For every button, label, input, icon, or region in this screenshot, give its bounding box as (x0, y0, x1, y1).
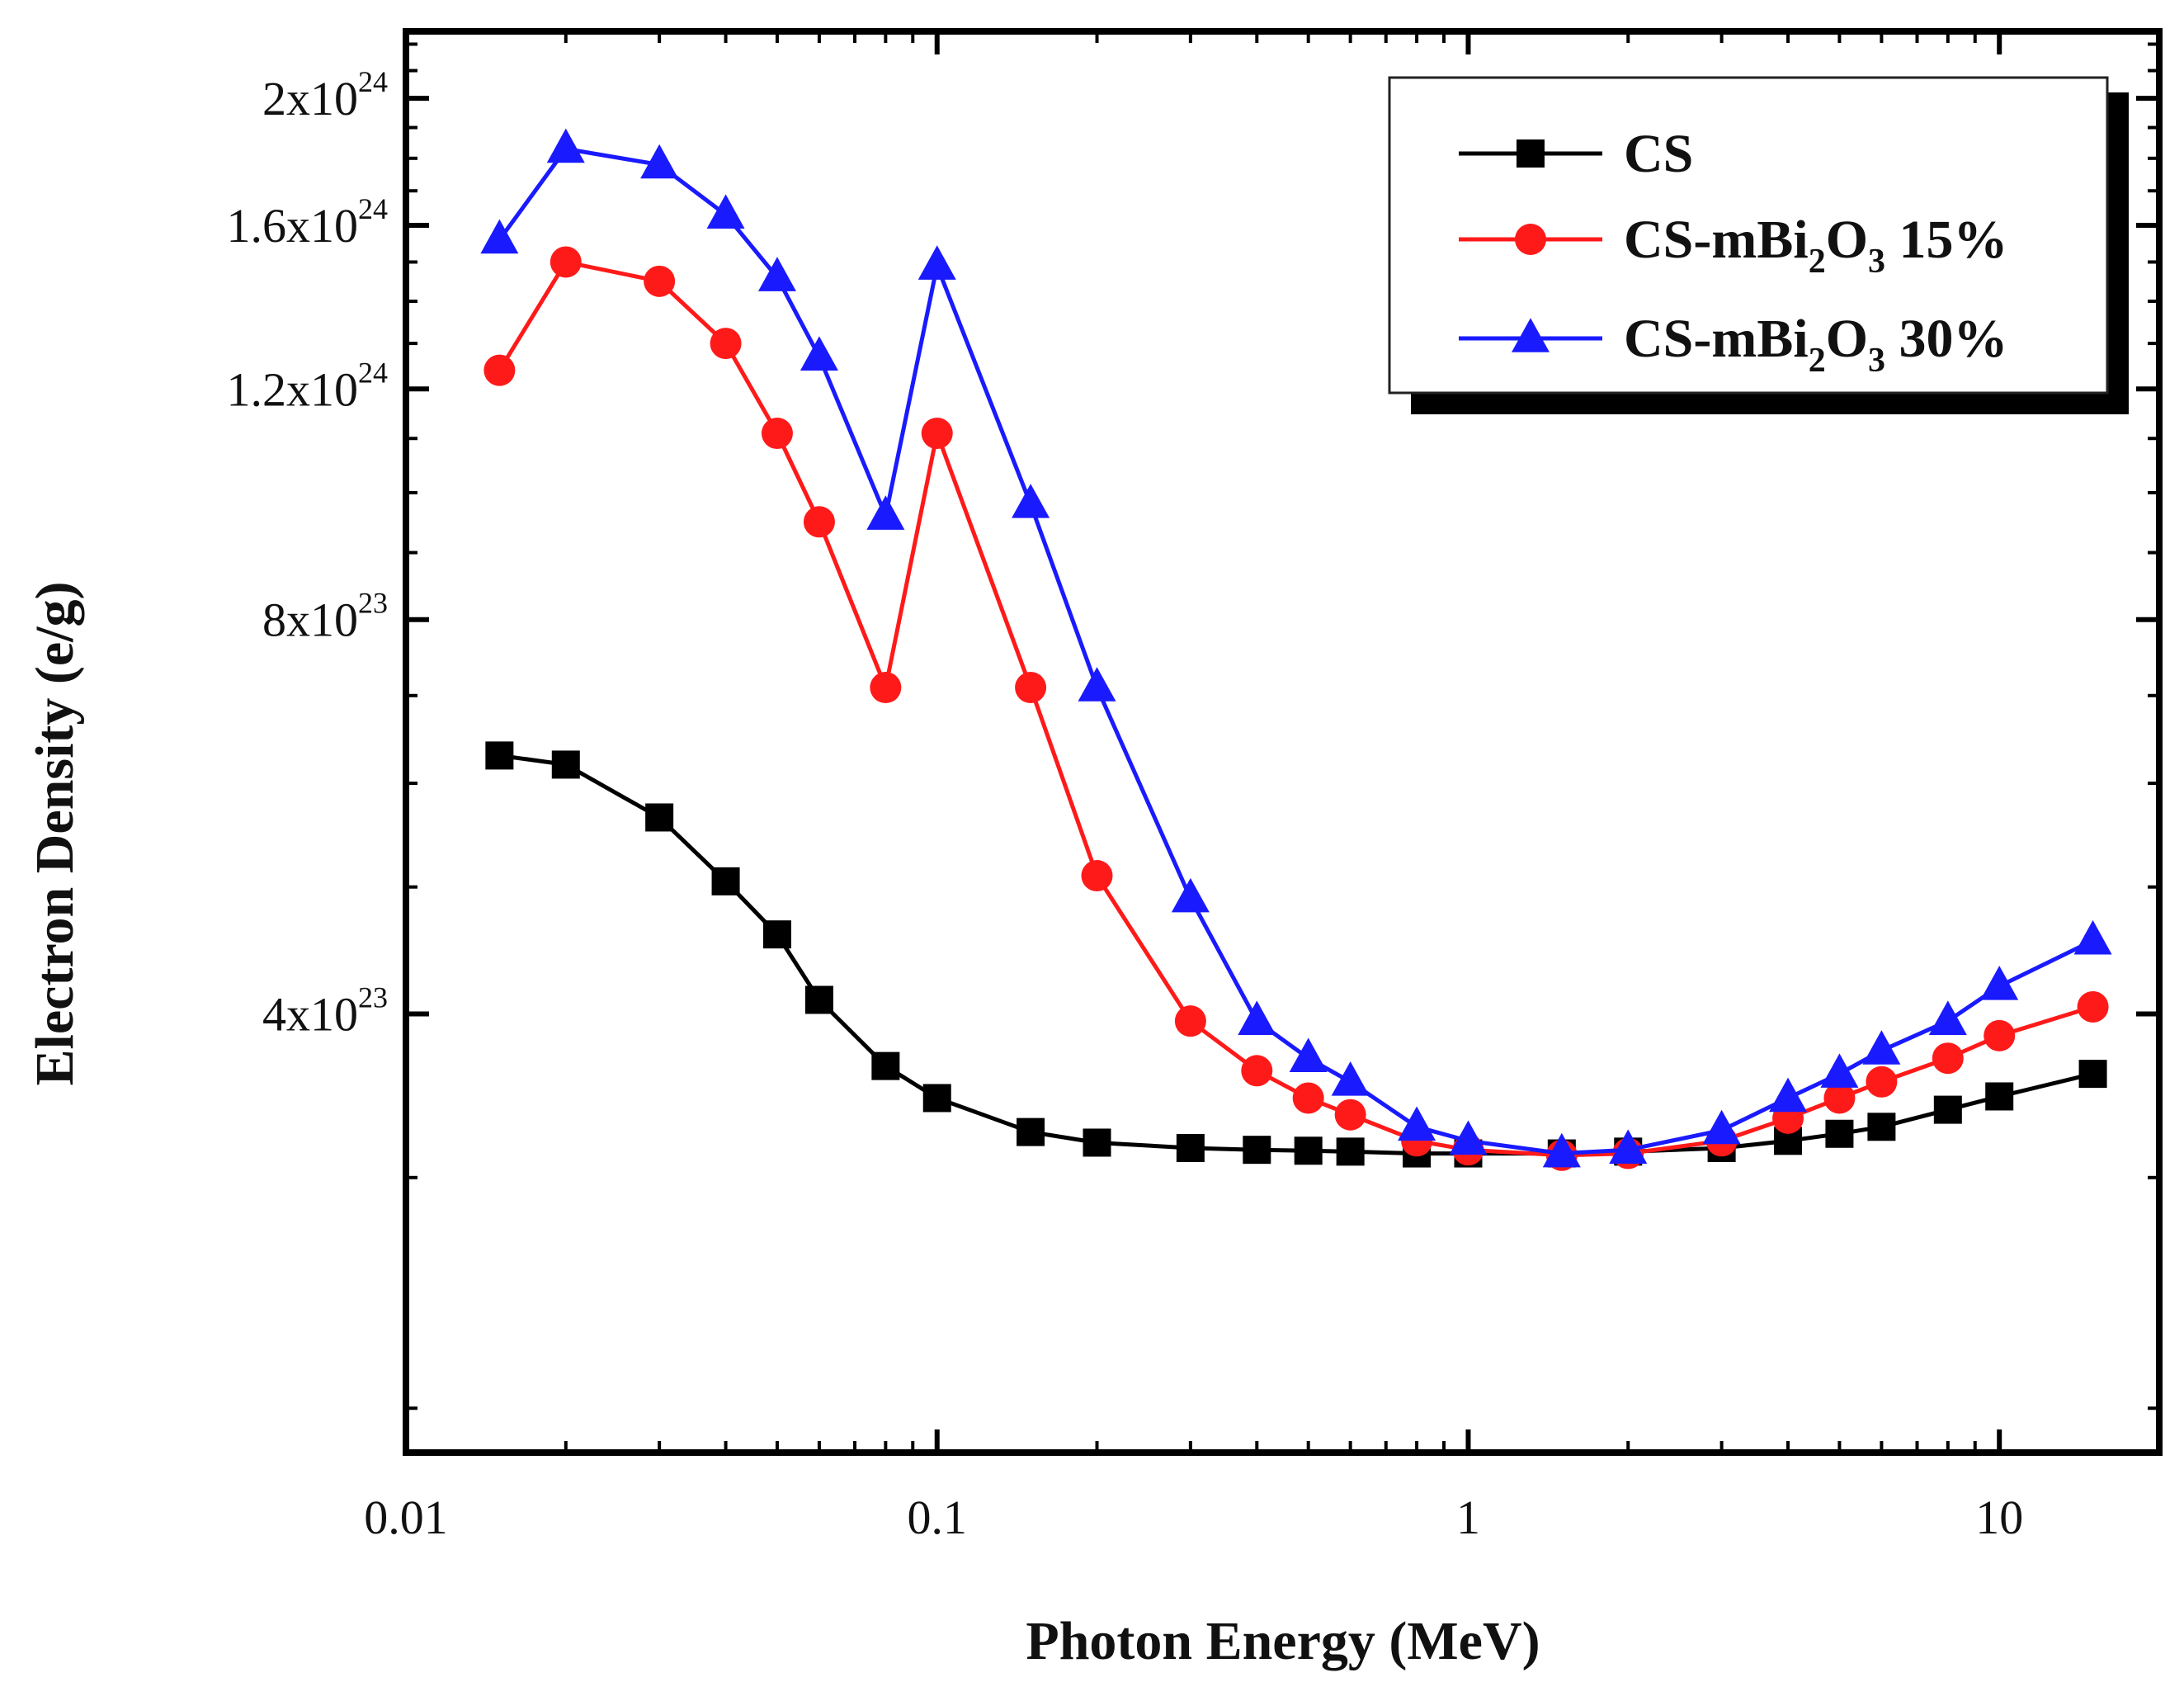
data-point (1823, 1082, 1856, 1114)
data-point (757, 257, 796, 291)
data-point (546, 128, 585, 163)
data-point (1820, 1053, 1859, 1088)
legend-label: CS-mBi2O3 15% (1624, 210, 2008, 281)
data-point (866, 495, 905, 530)
legend-entry: CS-mBi2O3 15% (1459, 210, 2008, 281)
data-point (551, 750, 580, 779)
data-point (2073, 919, 2112, 955)
y-tick-label: 1.2x1024 (227, 356, 389, 416)
data-point (1334, 1099, 1366, 1131)
data-point (1984, 1019, 2016, 1051)
data-point (1176, 1133, 1205, 1162)
legend-entry: CS-mBi2O3 30% (1459, 309, 2008, 380)
series-2 (480, 128, 2112, 1168)
data-point (917, 245, 956, 280)
data-point (1449, 1120, 1488, 1155)
data-point (1769, 1077, 1808, 1113)
data-point (1825, 1119, 1854, 1148)
data-point (1866, 1065, 1898, 1098)
data-point (483, 354, 516, 386)
data-point (1985, 1082, 2014, 1111)
y-tick-labels: 4x1023 8x1023 1.2x1024 1.6x1024 2x1024 (227, 65, 389, 1041)
data-point (711, 867, 740, 895)
data-point (1081, 860, 1113, 892)
data-point (1238, 1000, 1276, 1035)
plot-frame (403, 28, 2163, 1456)
data-point (762, 920, 791, 949)
data-point (1241, 1055, 1273, 1087)
data-point (2077, 990, 2109, 1023)
data-point (710, 328, 742, 360)
data-point (1243, 1136, 1271, 1165)
data-point (645, 803, 674, 832)
data-point (1294, 1136, 1323, 1165)
data-point (1933, 1095, 1962, 1124)
data-point (871, 1051, 900, 1080)
y-axis-title: Electron Density (e/g) (25, 582, 85, 1086)
x-tick-labels: 0.01 0.1 1 10 (364, 1491, 2023, 1544)
data-point (1289, 1037, 1328, 1073)
data-point (1336, 1137, 1365, 1166)
data-point (550, 246, 582, 278)
data-point (640, 144, 679, 179)
data-point (1542, 1132, 1581, 1168)
legend: CS CS-mBi2O3 15% CS-mBi2O3 30% (1388, 76, 2129, 414)
data-point (1609, 1129, 1648, 1164)
major-ticks (403, 31, 2159, 1453)
data-point (870, 672, 902, 704)
data-point (803, 506, 835, 538)
data-point (1398, 1106, 1436, 1141)
data-point (1012, 484, 1050, 518)
data-point (1928, 1000, 1967, 1035)
x-axis-title: Photon Energy (MeV) (1026, 1611, 1540, 1671)
data-point (1862, 1030, 1901, 1065)
data-point (2078, 1060, 2107, 1089)
data-point (1174, 1005, 1206, 1037)
data-point (800, 336, 838, 371)
x-tick-label: 0.01 (364, 1491, 448, 1544)
data-point (1702, 1109, 1741, 1145)
y-tick-label: 8x1023 (262, 587, 388, 647)
data-point (761, 418, 793, 450)
y-tick-label: 1.6x1024 (227, 192, 389, 253)
data-point (1292, 1082, 1324, 1114)
data-point (1078, 667, 1116, 702)
data-point (706, 194, 745, 229)
data-point (1980, 966, 2019, 1000)
legend-label: CS-mBi2O3 30% (1624, 309, 2008, 380)
data-point (1171, 877, 1210, 913)
x-tick-label: 1 (1456, 1491, 1480, 1544)
data-point (1015, 672, 1047, 704)
data-point (922, 1084, 951, 1113)
data-point (485, 741, 514, 770)
data-point (1083, 1128, 1111, 1157)
data-point (1331, 1061, 1370, 1096)
data-point (1932, 1042, 1964, 1075)
legend-entries: CS CS-mBi2O3 15% CS-mBi2O3 30% (1459, 124, 2008, 380)
data-point (480, 219, 519, 254)
y-tick-label: 2x1024 (262, 65, 388, 125)
legend-label: CS (1624, 124, 1693, 184)
data-point (921, 418, 953, 450)
data-point (644, 265, 676, 297)
legend-marker (1515, 224, 1546, 255)
x-tick-label: 10 (1975, 1491, 2023, 1544)
legend-marker (1517, 139, 1545, 168)
data-point (1867, 1113, 1896, 1141)
x-tick-label: 0.1 (907, 1491, 967, 1544)
data-point (804, 985, 833, 1014)
legend-marker (1512, 318, 1550, 352)
data-point (1017, 1117, 1045, 1146)
legend-entry: CS (1459, 124, 1693, 184)
series-layer (480, 128, 2112, 1171)
y-tick-label: 4x1023 (262, 981, 388, 1042)
